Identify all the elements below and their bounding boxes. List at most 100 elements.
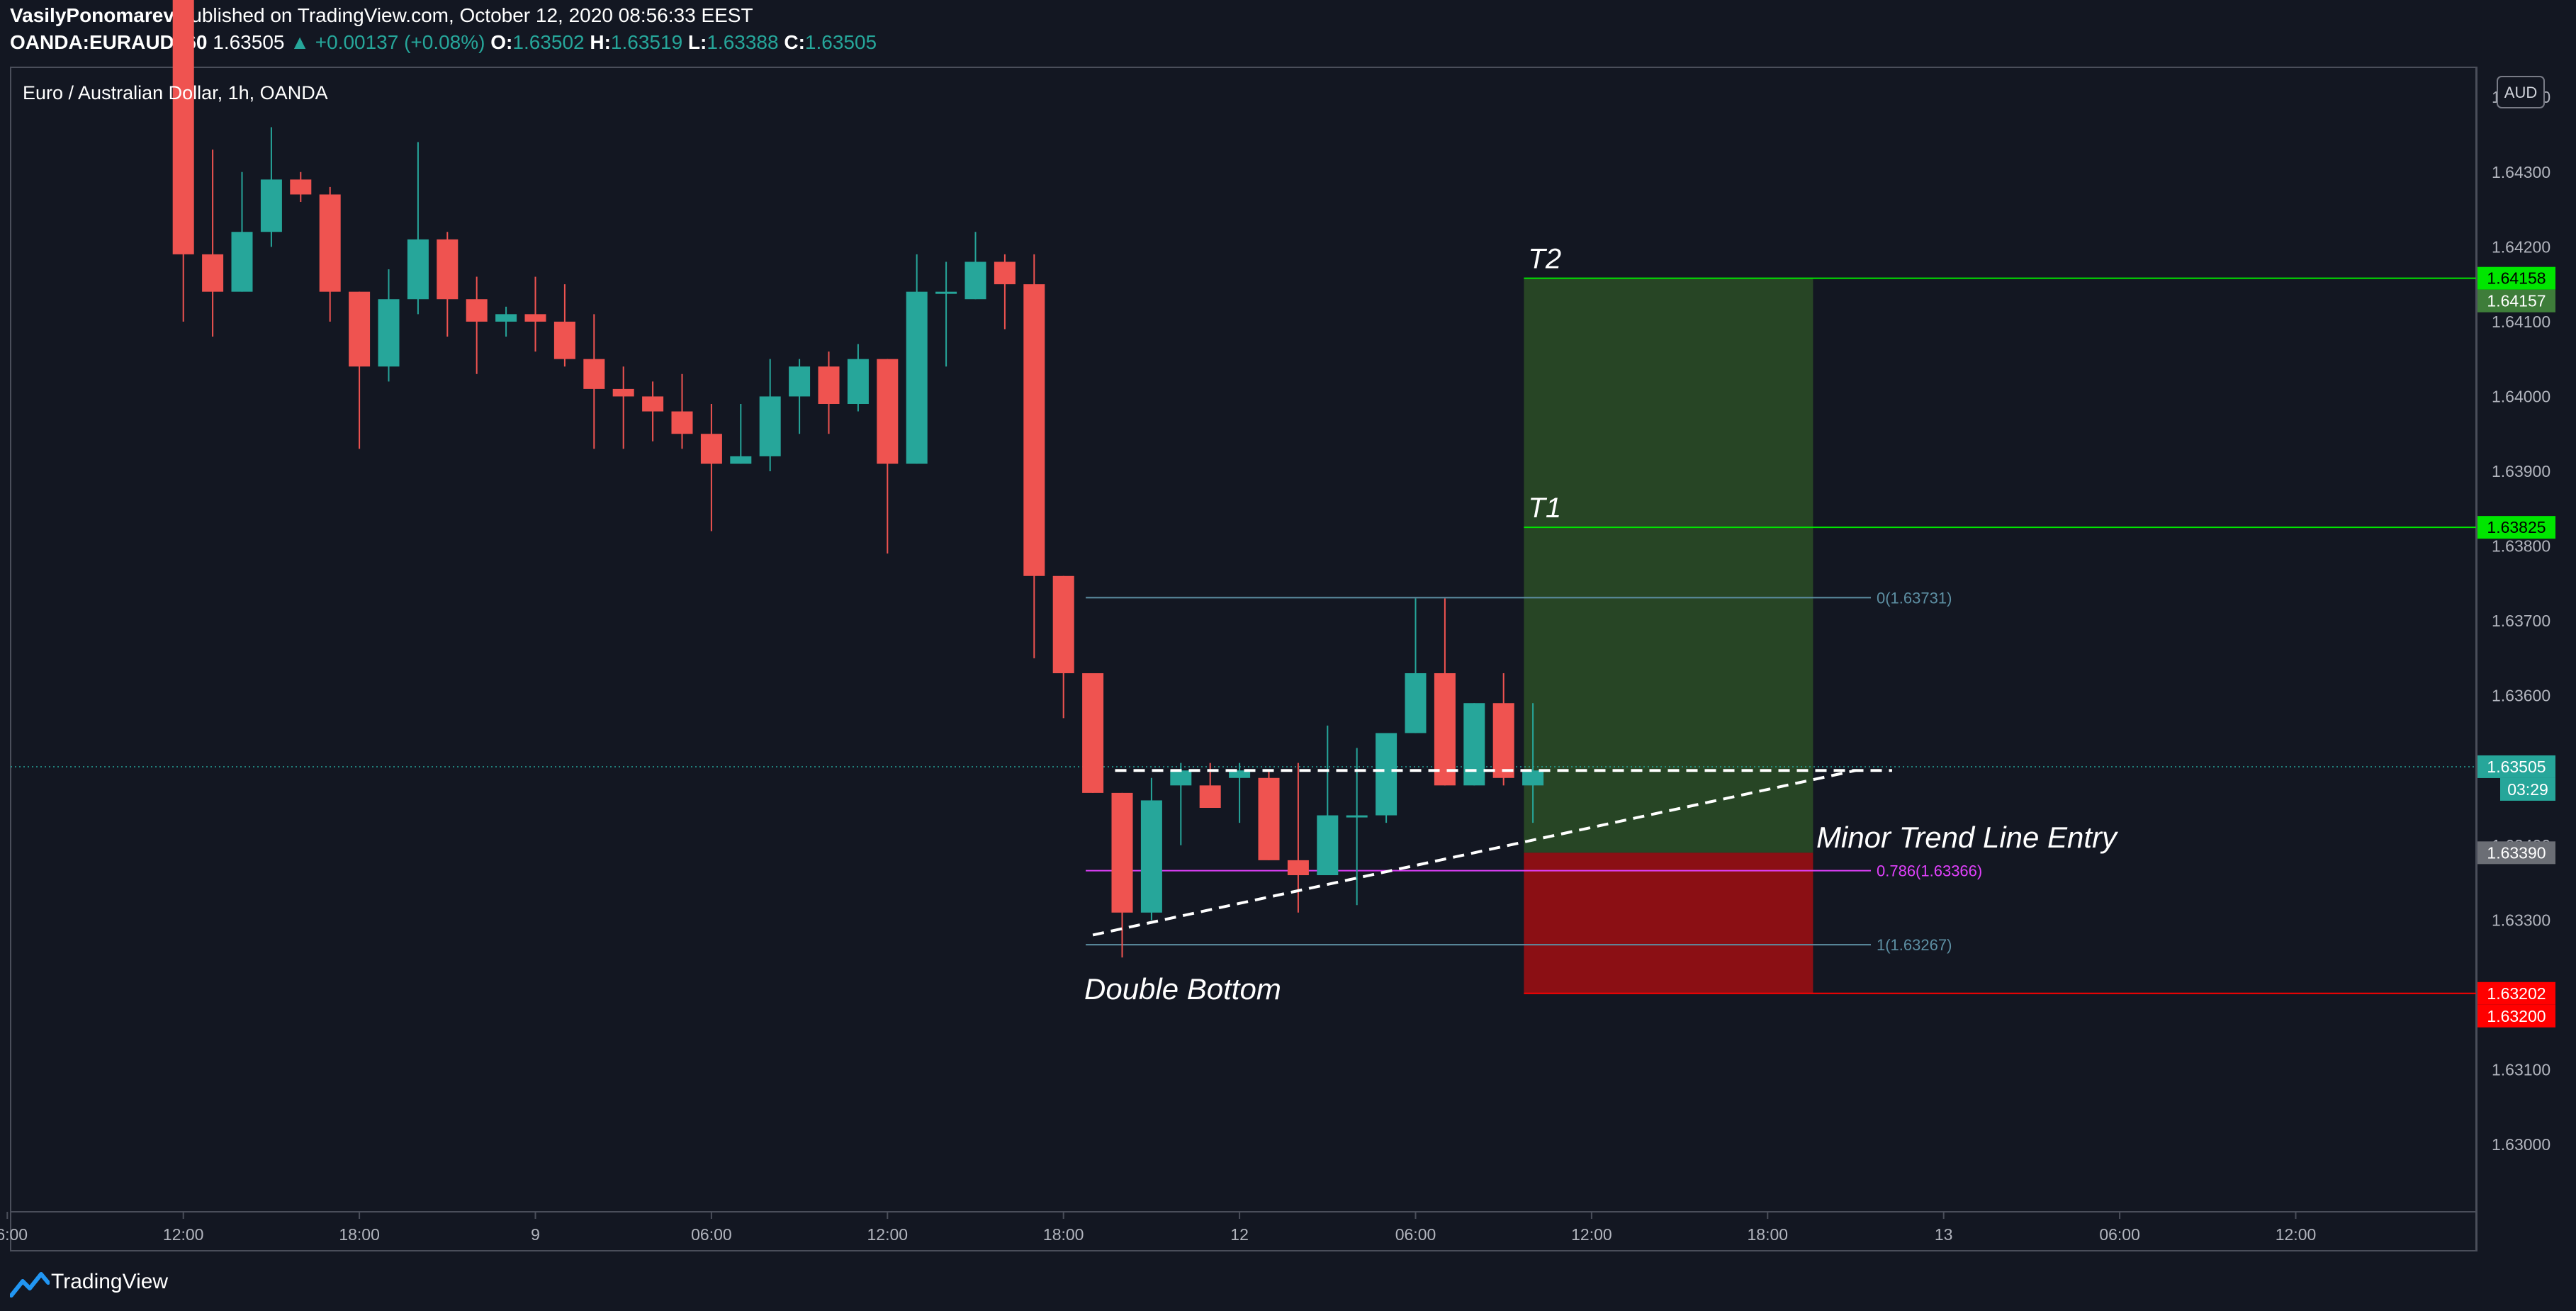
high-label: H: xyxy=(590,31,611,53)
tradingview-logo-icon[interactable] xyxy=(10,1264,50,1304)
time-tick-label: 06:00 xyxy=(2099,1225,2140,1244)
time-tick-label: 12:00 xyxy=(1571,1225,1612,1244)
candle-body xyxy=(290,179,312,195)
candle-body xyxy=(553,321,575,359)
candle-body xyxy=(349,291,371,367)
price-badge-label: 1.63505 xyxy=(2487,758,2546,776)
fib-level-label: 0.786(1.63366) xyxy=(1877,862,1982,880)
candle xyxy=(466,276,488,374)
candle xyxy=(1492,673,1514,786)
price-badge-label: 1.63825 xyxy=(2487,518,2546,536)
price-badge-label: 1.63200 xyxy=(2487,1007,2546,1025)
candle-body xyxy=(1199,785,1221,808)
price-badge xyxy=(2477,266,2555,290)
price-tick-label: 1.64100 xyxy=(2492,313,2550,331)
candle xyxy=(818,351,840,434)
price-tick-label: 1.63700 xyxy=(2492,612,2550,630)
time-tick-label: 13 xyxy=(1935,1225,1953,1244)
candle xyxy=(642,381,664,441)
price-tick-label: 1.64200 xyxy=(2492,237,2550,256)
candle xyxy=(847,344,869,412)
time-tick-label: 18:00 xyxy=(1748,1225,1789,1244)
candle-body xyxy=(378,299,400,367)
candle-body xyxy=(1405,673,1427,733)
candle xyxy=(1111,792,1133,958)
candle-body xyxy=(172,0,194,254)
candle-body xyxy=(906,291,928,464)
time-tick-label: 18:00 xyxy=(1043,1225,1084,1244)
open-label: O: xyxy=(490,31,513,53)
candle xyxy=(260,127,282,247)
price-badge-label: 1.63390 xyxy=(2487,843,2546,862)
time-tick-label: 06:00 xyxy=(1395,1225,1436,1244)
candle-body xyxy=(759,396,781,456)
candle-body xyxy=(202,254,224,292)
author-name[interactable]: VasilyPonomarev xyxy=(10,4,174,26)
candle xyxy=(1229,763,1251,823)
chart-title: Euro / Australian Dollar, 1h, OANDA xyxy=(23,82,328,103)
time-tick-label: 12:00 xyxy=(867,1225,909,1244)
trendline-dashed xyxy=(1092,769,1856,937)
candle xyxy=(671,373,693,449)
price-badge xyxy=(2477,755,2555,778)
candle-body xyxy=(964,261,986,300)
price-tick-label: 1.63800 xyxy=(2492,537,2550,556)
candle-body xyxy=(437,239,459,300)
candle-body xyxy=(466,299,488,322)
price-tick-label: 1.63000 xyxy=(2492,1135,2550,1154)
candle xyxy=(1140,777,1162,921)
candle xyxy=(964,232,986,300)
price-tick-label: 1.63600 xyxy=(2492,687,2550,705)
close-label: C: xyxy=(784,31,805,53)
footer: TradingView xyxy=(0,1254,2576,1311)
candle-body xyxy=(1463,703,1485,786)
candle xyxy=(231,171,253,292)
price-badge xyxy=(2477,516,2555,539)
tradingview-brand[interactable]: TradingView xyxy=(51,1270,169,1293)
candle-body xyxy=(260,179,282,232)
time-tick-label: 06:00 xyxy=(691,1225,732,1244)
candle xyxy=(906,254,928,464)
currency-button[interactable]: AUD xyxy=(2497,76,2545,108)
candle xyxy=(1170,763,1192,845)
candle-body xyxy=(1317,815,1339,875)
candle xyxy=(877,359,899,554)
low-value: 1.63388 xyxy=(707,31,779,53)
candle-body xyxy=(730,456,752,464)
candle-body xyxy=(1140,800,1162,913)
price-change: ▲ +0.00137 (+0.08%) xyxy=(290,31,485,53)
candle xyxy=(730,404,752,464)
candle-body xyxy=(1023,284,1045,576)
candle-body xyxy=(877,359,899,464)
candle xyxy=(994,254,1016,330)
candle xyxy=(1082,673,1104,793)
candle xyxy=(789,359,811,434)
candle xyxy=(1522,703,1544,823)
candle xyxy=(290,171,312,202)
time-tick-label: 18:00 xyxy=(339,1225,380,1244)
loss-zone xyxy=(1524,853,1813,994)
double-bottom-label: Double Bottom xyxy=(1084,972,1281,1006)
candle-body xyxy=(1258,777,1280,860)
candle-body xyxy=(1170,770,1192,786)
candle-body xyxy=(495,314,517,322)
candle xyxy=(407,142,429,315)
candle xyxy=(1405,598,1427,733)
time-tick-label: 12 xyxy=(1230,1225,1249,1244)
price-badge-label: 1.64158 xyxy=(2487,269,2546,288)
candle-body xyxy=(583,359,605,389)
candle xyxy=(1434,598,1456,786)
candle xyxy=(759,359,781,471)
price-badge-label: 03:29 xyxy=(2507,780,2548,799)
candle-body xyxy=(1287,860,1309,875)
candle-body xyxy=(818,366,840,404)
candle xyxy=(524,276,546,352)
candle-body xyxy=(642,396,664,412)
fib-level-label: 1(1.63267) xyxy=(1877,936,1952,954)
candle-body xyxy=(524,314,546,322)
candle xyxy=(1346,748,1368,906)
candle xyxy=(1023,254,1045,658)
price-badge-label: 1.63202 xyxy=(2487,984,2546,1003)
candle-body xyxy=(1052,575,1074,673)
